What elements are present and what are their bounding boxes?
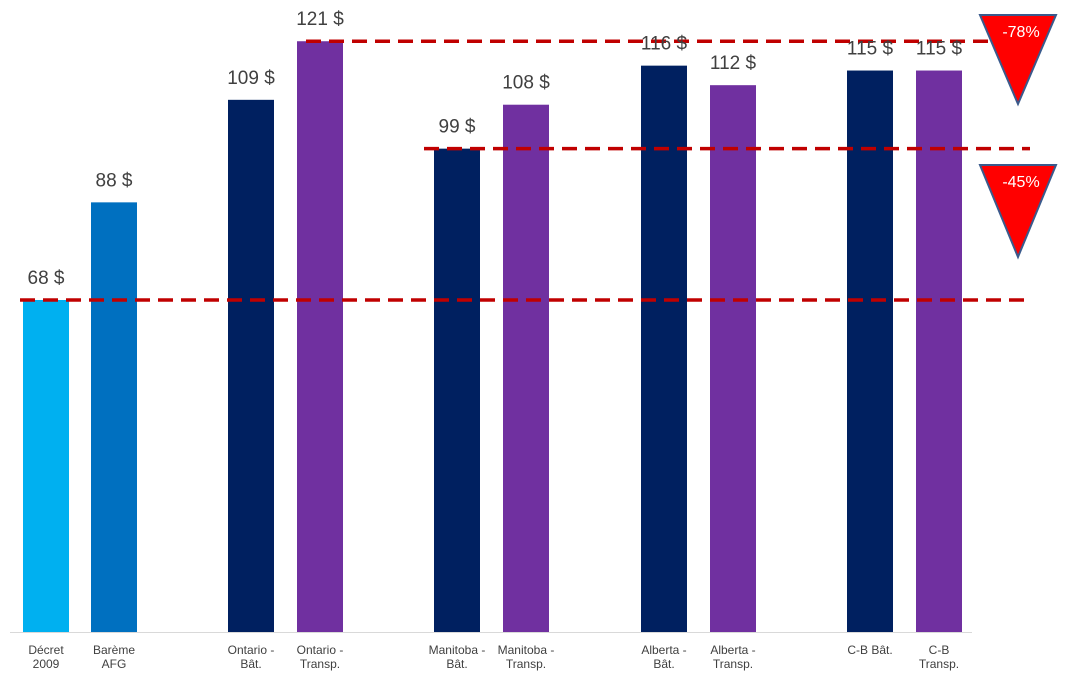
category-label-6: Manitoba -Transp. bbox=[498, 643, 555, 671]
value-label-5: 99 $ bbox=[439, 117, 476, 138]
category-label-2: Barème AFG bbox=[93, 643, 135, 671]
reduction-badge-label-1: -78% bbox=[1002, 24, 1039, 41]
value-label-1: 68 $ bbox=[28, 268, 65, 289]
value-label-10: 115 $ bbox=[916, 39, 963, 60]
bar-1 bbox=[23, 300, 69, 632]
bar-10 bbox=[916, 70, 962, 632]
bar-2 bbox=[91, 202, 137, 632]
reduction-badge-1 bbox=[978, 14, 1058, 107]
value-label-9: 115 $ bbox=[847, 39, 894, 60]
value-label-8: 112 $ bbox=[710, 53, 757, 74]
category-label-1: Décret 2009 bbox=[28, 643, 64, 671]
value-label-3: 109 $ bbox=[227, 68, 275, 89]
category-label-3: Ontario -Bât. bbox=[228, 643, 275, 671]
bar-3 bbox=[228, 99, 274, 632]
bar-4 bbox=[297, 41, 343, 633]
value-label-4: 121 $ bbox=[296, 9, 344, 30]
value-label-7: 116 $ bbox=[641, 34, 688, 55]
bar-8 bbox=[710, 85, 756, 633]
reduction-badge-2 bbox=[978, 164, 1058, 260]
category-label-4: Ontario -Transp. bbox=[297, 643, 344, 671]
bar-9 bbox=[847, 70, 893, 632]
category-label-10: C-B Transp. bbox=[919, 643, 959, 671]
value-label-2: 88 $ bbox=[96, 170, 133, 191]
value-label-6: 108 $ bbox=[502, 73, 550, 94]
category-label-9: C-B Bât. bbox=[847, 643, 892, 657]
category-label-7: Alberta -Bât. bbox=[641, 643, 686, 671]
category-label-8: Alberta -Transp. bbox=[710, 643, 755, 671]
category-label-5: Manitoba -Bât. bbox=[429, 643, 486, 671]
bar-5 bbox=[434, 148, 480, 632]
reduction-badge-label-2: -45% bbox=[1002, 174, 1039, 191]
bar-7 bbox=[641, 65, 687, 633]
bar-6 bbox=[503, 104, 549, 633]
